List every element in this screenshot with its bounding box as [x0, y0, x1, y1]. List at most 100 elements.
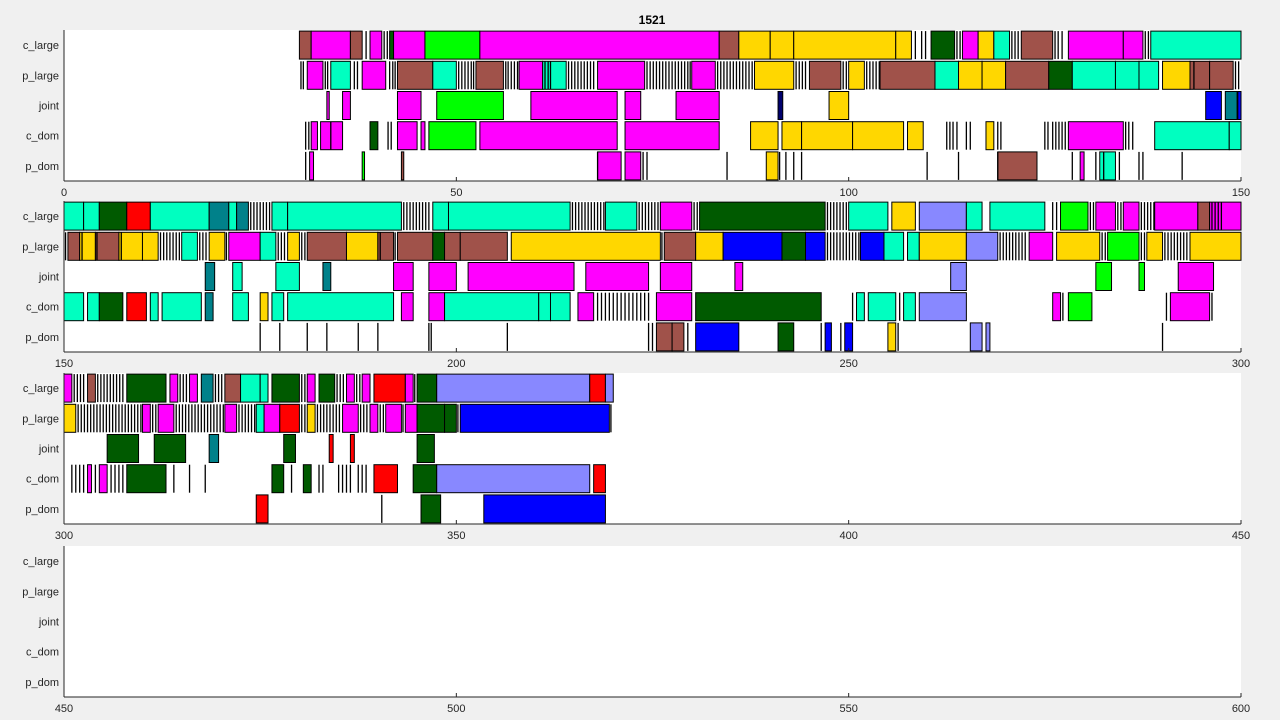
segment-c_large [718, 30, 740, 60]
segment-joint [624, 91, 642, 120]
segment-joint [467, 262, 575, 291]
segment-p_large [94, 231, 120, 261]
segment-p_large [361, 60, 387, 90]
segment-p_large [1209, 60, 1234, 90]
segment-p_large [228, 231, 261, 261]
segment-p_dom [483, 494, 606, 524]
segment-c_dom [593, 464, 606, 494]
segment-p_large [1071, 60, 1116, 90]
segment-c_large [208, 201, 230, 231]
segment-c_dom [87, 292, 100, 322]
segment-p_dom [1079, 151, 1085, 181]
segment-p_large [342, 403, 359, 433]
segment-c_large [63, 201, 85, 231]
row-label-c_dom: c_dom [26, 131, 59, 143]
segment-c_large [189, 373, 198, 403]
segment-c_large [989, 201, 1046, 231]
segment-c_large [965, 201, 983, 231]
segment-c_large [271, 201, 289, 231]
x-tick-label: 500 [447, 703, 465, 715]
segment-p_large [848, 60, 865, 90]
segment-joint [1138, 262, 1145, 291]
segment-joint [342, 91, 351, 120]
segment-c_large [298, 30, 312, 60]
segment-p_large [287, 231, 300, 261]
segment-p_large [459, 403, 610, 433]
row-label-p_large: p_large [22, 70, 59, 82]
segment-joint [283, 434, 296, 463]
segment-joint [1237, 91, 1242, 120]
segment-c_dom [302, 464, 312, 494]
row-label-p_large: p_large [22, 241, 59, 253]
x-tick-label: 300 [1232, 358, 1250, 370]
segment-p_large [444, 231, 461, 261]
segment-joint [950, 262, 967, 291]
segment-c_large [659, 201, 693, 231]
plot-area [64, 546, 1241, 697]
segment-p_large [377, 231, 395, 261]
row-label-c_dom: c_dom [26, 474, 59, 486]
x-tick-label: 450 [1232, 530, 1250, 542]
row-label-joint: joint [38, 272, 59, 284]
segment-p_large [63, 403, 77, 433]
segment-p_large [416, 403, 446, 433]
segment-c_dom [98, 464, 108, 494]
row-label-c_large: c_large [23, 383, 59, 395]
row-label-p_large: p_large [22, 413, 59, 425]
segment-c_large [389, 30, 395, 60]
segment-c_large [87, 373, 96, 403]
segment-c_large [240, 373, 261, 403]
segment-c_dom [320, 121, 344, 151]
segment-p_dom [671, 322, 685, 352]
segment-c_large [918, 201, 967, 231]
segment-p_large [141, 403, 151, 433]
segment-c_large [361, 373, 371, 403]
segment-p_large [306, 231, 347, 261]
segment-p_large [141, 231, 159, 261]
segment-p_large [306, 403, 316, 433]
segment-p_dom [985, 322, 991, 352]
segment-c_dom [259, 292, 269, 322]
segment-joint [585, 262, 650, 291]
segment-c_large [224, 373, 242, 403]
row-label-p_dom: p_dom [25, 161, 59, 173]
segment-joint [393, 262, 414, 291]
segment-p_large [259, 231, 277, 261]
segment-c_large [895, 30, 912, 60]
segment-c_large [310, 30, 351, 60]
segment-c_dom [126, 464, 167, 494]
segment-c_dom [1169, 292, 1211, 322]
segment-c_large [373, 373, 406, 403]
segment-c_dom [479, 121, 618, 151]
x-tick-label: 350 [447, 530, 465, 542]
segment-p_large [330, 60, 351, 90]
segment-c_dom [428, 292, 446, 322]
segment-p_dom [887, 322, 897, 352]
segment-p_large [1048, 60, 1073, 90]
segment-c_dom [444, 292, 540, 322]
segment-c_dom [436, 464, 591, 494]
segment-c_dom [1067, 292, 1093, 322]
segment-p_dom [824, 322, 832, 352]
segment-c_large [930, 30, 956, 60]
segment-p_large [1056, 231, 1101, 261]
segment-p_large [459, 231, 508, 261]
segment-c_dom [369, 121, 379, 151]
x-tick-label: 400 [839, 530, 857, 542]
segment-p_large [808, 60, 842, 90]
segment-c_large [306, 373, 316, 403]
segment-c_dom [538, 292, 551, 322]
segment-p_large [883, 231, 905, 261]
segment-p_large [722, 231, 783, 261]
x-tick-label: 200 [447, 358, 465, 370]
segment-joint [659, 262, 693, 291]
segment-p_large [279, 403, 300, 433]
segment-c_dom [655, 292, 693, 322]
segment-p_dom [844, 322, 854, 352]
segment-p_large [181, 231, 198, 261]
x-tick-label: 300 [55, 530, 73, 542]
